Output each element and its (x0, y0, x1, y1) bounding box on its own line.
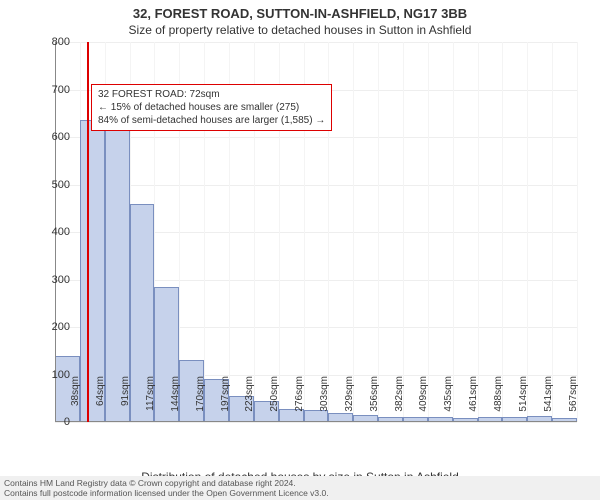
x-tick-label: 567sqm (568, 376, 579, 426)
footer-line: Contains full postcode information licen… (4, 488, 596, 498)
gridline-v (428, 42, 429, 422)
gridline-v (378, 42, 379, 422)
x-tick-label: 514sqm (518, 376, 529, 426)
gridline-h (55, 137, 577, 138)
x-tick-label: 541sqm (543, 376, 554, 426)
x-tick-label: 409sqm (418, 376, 429, 426)
y-tick-label: 800 (30, 36, 70, 48)
x-tick-label: 329sqm (344, 376, 355, 426)
x-tick-label: 356sqm (369, 376, 380, 426)
gridline-v (502, 42, 503, 422)
x-tick-label: 250sqm (269, 376, 280, 426)
chart-title-sub: Size of property relative to detached ho… (0, 21, 600, 37)
y-tick-label: 100 (30, 369, 70, 381)
chart-container: 32, FOREST ROAD, SUTTON-IN-ASHFIELD, NG1… (0, 0, 600, 500)
x-tick-label: 488sqm (493, 376, 504, 426)
gridline-h (55, 185, 577, 186)
gridline-v (552, 42, 553, 422)
annotation-line: 32 FOREST ROAD: 72sqm (98, 88, 325, 101)
x-tick-label: 435sqm (443, 376, 454, 426)
footer: Contains HM Land Registry data © Crown c… (0, 476, 600, 500)
annotation-line: 84% of semi-detached houses are larger (… (98, 114, 325, 127)
plot-area: 38sqm64sqm91sqm117sqm144sqm170sqm197sqm2… (55, 42, 577, 422)
gridline-v (577, 42, 578, 422)
y-tick-label: 200 (30, 321, 70, 333)
footer-line: Contains HM Land Registry data © Crown c… (4, 478, 596, 488)
annotation-line: ← 15% of detached houses are smaller (27… (98, 101, 325, 114)
x-tick-label: 197sqm (220, 376, 231, 426)
x-tick-label: 170sqm (195, 376, 206, 426)
x-tick-label: 461sqm (468, 376, 479, 426)
y-tick-label: 0 (30, 416, 70, 428)
y-tick-label: 600 (30, 131, 70, 143)
x-tick-label: 64sqm (95, 376, 106, 426)
gridline-h (55, 42, 577, 43)
gridline-v (478, 42, 479, 422)
x-tick-label: 38sqm (70, 376, 81, 426)
x-tick-label: 117sqm (145, 376, 156, 426)
x-tick-label: 91sqm (120, 376, 131, 426)
gridline-v (403, 42, 404, 422)
gridline-v (527, 42, 528, 422)
x-tick-label: 382sqm (394, 376, 405, 426)
x-tick-label: 144sqm (170, 376, 181, 426)
y-tick-label: 400 (30, 226, 70, 238)
y-tick-label: 500 (30, 179, 70, 191)
reference-line (87, 42, 89, 422)
x-tick-label: 303sqm (319, 376, 330, 426)
x-tick-label: 223sqm (244, 376, 255, 426)
annotation-box: 32 FOREST ROAD: 72sqm ← 15% of detached … (91, 84, 332, 131)
chart-title-main: 32, FOREST ROAD, SUTTON-IN-ASHFIELD, NG1… (0, 0, 600, 21)
x-tick-label: 276sqm (294, 376, 305, 426)
y-tick-label: 700 (30, 84, 70, 96)
y-tick-label: 300 (30, 274, 70, 286)
gridline-v (453, 42, 454, 422)
gridline-v (353, 42, 354, 422)
